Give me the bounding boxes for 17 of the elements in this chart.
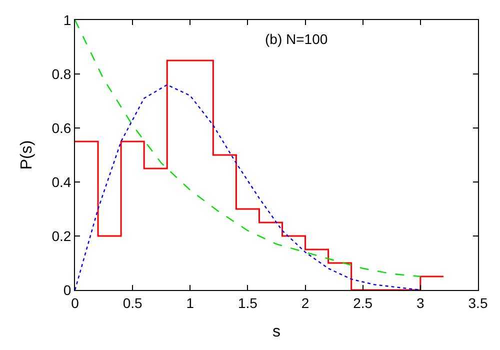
x-tick-label: 1.5 [238,294,258,311]
x-tick-label: 1 [186,294,194,311]
y-tick-label: 0.2 [52,228,72,244]
y-tick-label: 0.6 [52,120,72,136]
y-tick-label: 0 [63,282,72,298]
x-tick-label: 2 [301,294,310,311]
x-tick-label: 0.5 [122,294,143,311]
line-series [75,20,422,278]
y-axis-title: P(s) [18,140,36,170]
x-tick-label: 2.5 [353,294,373,311]
y-tick-label: 1 [63,12,72,28]
x-tick-label: 3 [416,294,425,311]
x-axis-title: s [272,324,280,340]
x-tick-label: 3.5 [468,294,488,311]
y-tick-label: 0.4 [52,174,72,190]
annotation: (b) N=100 [265,31,328,47]
y-tick-label: 0.8 [52,66,72,82]
